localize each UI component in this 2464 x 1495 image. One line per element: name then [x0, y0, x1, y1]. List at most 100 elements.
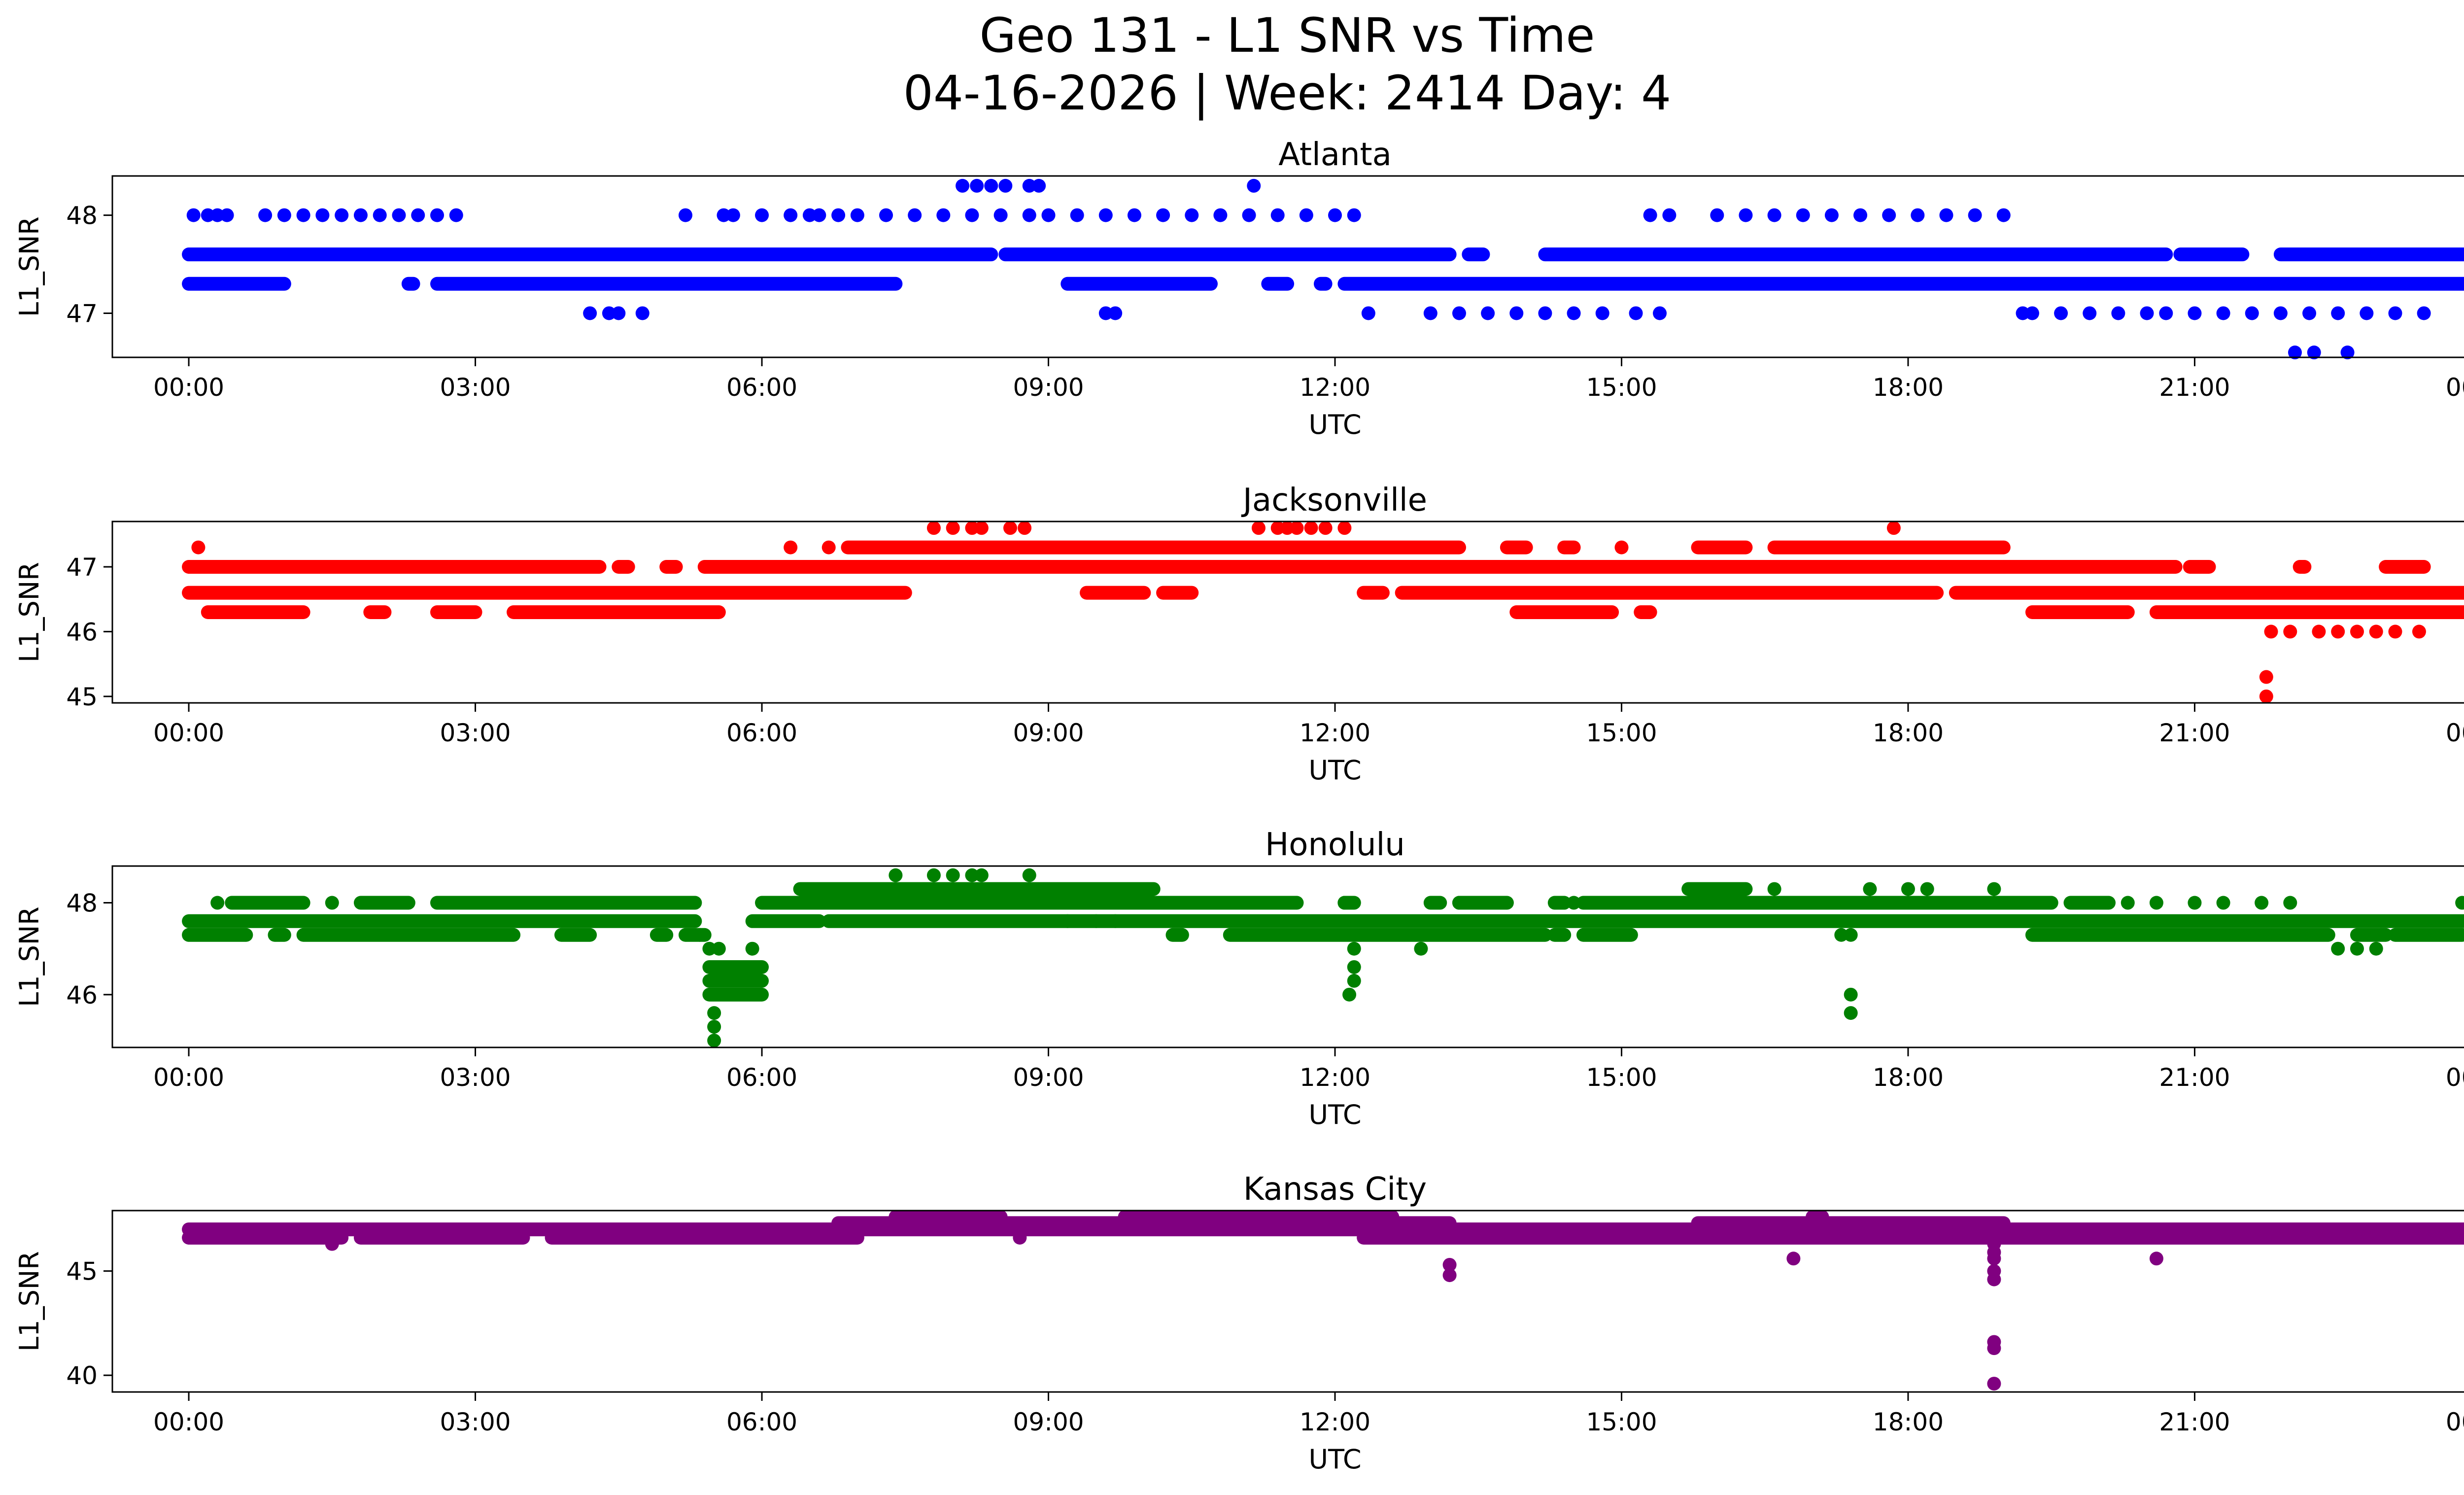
point-2-41	[745, 941, 759, 956]
panel-2-xtick-label-7: 21:00	[2159, 1063, 2230, 1092]
point-0-75	[1595, 306, 1609, 320]
point-2-27	[1920, 882, 1934, 896]
point-0-38	[1270, 208, 1285, 222]
point-2-49	[707, 1020, 721, 1034]
panel-3-ylabel: L1_SNR	[14, 1251, 45, 1352]
point-2-42	[1347, 941, 1361, 956]
point-0-84	[2159, 306, 2173, 320]
point-2-4	[1337, 896, 1352, 910]
panel-1-ylabel: L1_SNR	[14, 562, 45, 662]
panel-3-xtick-label-1: 03:00	[440, 1408, 511, 1436]
point-2-46	[1844, 987, 1858, 1002]
point-0-62	[583, 306, 597, 320]
point-0-54	[1996, 208, 2011, 222]
point-0-87	[2245, 306, 2259, 320]
panel-2-xtick-label-0: 00:00	[153, 1063, 224, 1092]
point-0-8	[335, 208, 349, 222]
panel-2-xtick-label-4: 12:00	[1300, 1063, 1370, 1092]
point-3-12	[1987, 1341, 2001, 1356]
panel-1-ytick-label-0: 45	[66, 683, 98, 711]
point-0-10	[373, 208, 387, 222]
point-0-56	[970, 178, 984, 193]
point-0-81	[2083, 306, 2097, 320]
panel-3: Kansas City 00:00 03:00 06:00 09:00 12:00 15:0…	[14, 1171, 2464, 1475]
point-0-22	[831, 208, 846, 222]
panel-3-xtick-label-0: 00:00	[153, 1408, 224, 1436]
point-0-14	[449, 208, 463, 222]
point-1-4	[926, 521, 941, 535]
point-2-36	[1834, 928, 1848, 942]
point-2-9	[1978, 896, 1992, 910]
point-0-68	[1361, 306, 1375, 320]
point-1-3	[1614, 540, 1629, 555]
point-0-4	[258, 208, 273, 222]
point-2-15	[2283, 896, 2297, 910]
panel-2-xtick-label-2: 06:00	[726, 1063, 797, 1092]
point-0-96	[2340, 346, 2355, 360]
point-2-24	[1767, 882, 1781, 896]
point-2-8	[1567, 896, 1581, 910]
point-0-53	[1968, 208, 1982, 222]
point-2-40	[712, 941, 726, 956]
point-0-66	[1098, 306, 1113, 320]
panel-0-ytick-label-1: 48	[66, 202, 98, 230]
panel-1-xtick-label-1: 03:00	[440, 719, 511, 747]
panel-0-marks	[182, 178, 2464, 360]
point-2-48	[707, 1006, 721, 1020]
point-0-30	[1041, 208, 1056, 222]
point-3-8	[1987, 1252, 2001, 1266]
panel-1-marks	[182, 521, 2464, 703]
panel-0-ylabel: L1_SNR	[14, 216, 45, 317]
point-3-0	[1442, 1257, 1457, 1272]
point-0-32	[1098, 208, 1113, 222]
panel-1-xtick-label-4: 12:00	[1300, 719, 1370, 747]
point-0-74	[1567, 306, 1581, 320]
point-1-18	[2264, 625, 2278, 639]
point-0-21	[812, 208, 826, 222]
point-0-7	[315, 208, 330, 222]
point-0-45	[1739, 208, 1753, 222]
point-0-48	[1824, 208, 1839, 222]
point-0-93	[2417, 306, 2431, 320]
point-0-90	[2331, 306, 2345, 320]
point-0-9	[353, 208, 368, 222]
panel-2-xtick-label-3: 09:00	[1013, 1063, 1084, 1092]
figure-title-line1: Geo 131 - L1 SNR vs Time	[980, 8, 1595, 63]
point-1-7	[974, 521, 989, 535]
point-0-79	[2025, 306, 2039, 320]
point-2-13	[2216, 896, 2230, 910]
point-0-60	[1032, 178, 1046, 193]
panel-3-xtick-label-8: 00:00	[2446, 1408, 2464, 1436]
point-2-44	[1347, 973, 1361, 988]
point-0-19	[784, 208, 798, 222]
point-3-1	[1442, 1268, 1457, 1283]
point-2-21	[965, 868, 979, 882]
panel-0-xtick-label-8: 00:00	[2446, 373, 2464, 402]
panel-2: Honolulu 00:00 03:00 06:00 09:00 12:00 15:00 18…	[14, 827, 2464, 1130]
point-2-39	[702, 941, 717, 956]
point-0-46	[1767, 208, 1781, 222]
point-0-6	[296, 208, 310, 222]
point-0-20	[802, 208, 817, 222]
panel-0-xtick-label-2: 06:00	[726, 373, 797, 402]
point-2-1	[325, 896, 339, 910]
point-0-78	[2016, 306, 2030, 320]
panel-3-xtick-label-7: 21:00	[2159, 1408, 2230, 1436]
panel-1-xtick-label-6: 18:00	[1873, 719, 1944, 747]
point-0-71	[1481, 306, 1495, 320]
point-2-33	[2350, 941, 2364, 956]
point-0-94	[2288, 346, 2302, 360]
panel-2-xtick-label-8: 00:00	[2446, 1063, 2464, 1092]
point-0-76	[1629, 306, 1643, 320]
point-0-36	[1213, 208, 1228, 222]
point-0-73	[1538, 306, 1552, 320]
point-0-65	[635, 306, 650, 320]
point-1-23	[2369, 625, 2383, 639]
point-1-17	[1886, 521, 1901, 535]
point-0-63	[602, 306, 616, 320]
panel-0-xtick-label-0: 00:00	[153, 373, 224, 402]
point-1-16	[1337, 521, 1352, 535]
point-1-12	[1280, 521, 1295, 535]
